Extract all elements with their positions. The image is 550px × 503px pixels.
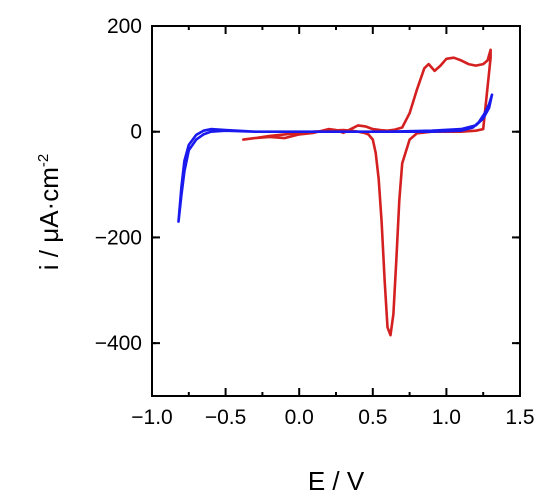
y-tick-label: 0 — [130, 121, 142, 144]
y-tick-label: −200 — [95, 226, 142, 249]
series-layer — [177, 48, 494, 337]
y-axis-title: i / μA·cm-2 — [34, 154, 64, 270]
series-red-curve — [242, 48, 492, 337]
x-tick-label: 0.5 — [358, 406, 387, 429]
y-axis-title-exponent: -2 — [35, 154, 52, 167]
x-tick-label: −0.5 — [205, 406, 246, 429]
series-blue-curve — [177, 93, 494, 223]
y-tick-label: −400 — [95, 332, 142, 355]
y-ticks: 200 0 −200 −400 — [95, 15, 520, 355]
x-axis-title: E / V — [308, 466, 365, 496]
x-tick-label: 1.0 — [432, 406, 461, 429]
x-tick-label: 0.0 — [285, 406, 314, 429]
plot-frame — [151, 25, 521, 397]
y-axis-title-main: i / μA·cm — [34, 167, 64, 270]
x-tick-label: 1.5 — [505, 406, 534, 429]
y-tick-label: 200 — [107, 15, 142, 38]
x-tick-label: −1.0 — [131, 406, 172, 429]
x-ticks: −1.0 −0.5 0.0 0.5 1.0 1.5 — [131, 26, 535, 429]
